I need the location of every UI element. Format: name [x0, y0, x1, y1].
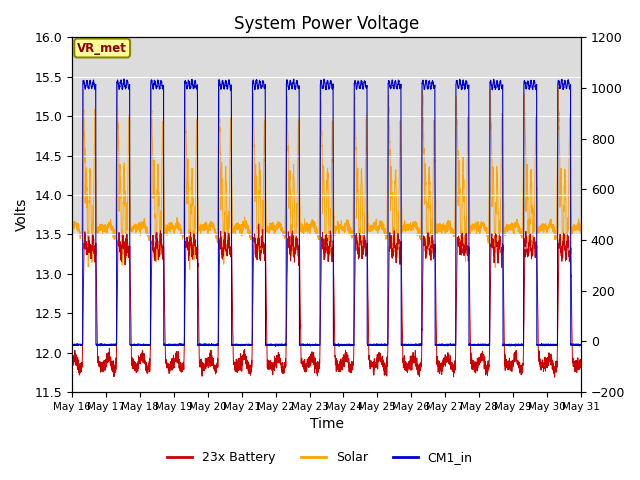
Legend: 23x Battery, Solar, CM1_in: 23x Battery, Solar, CM1_in	[163, 446, 477, 469]
Bar	[72, 37, 581, 234]
Title: System Power Voltage: System Power Voltage	[234, 15, 419, 33]
Text: VR_met: VR_met	[77, 42, 127, 55]
Y-axis label: Volts: Volts	[15, 198, 29, 231]
X-axis label: Time: Time	[310, 418, 344, 432]
